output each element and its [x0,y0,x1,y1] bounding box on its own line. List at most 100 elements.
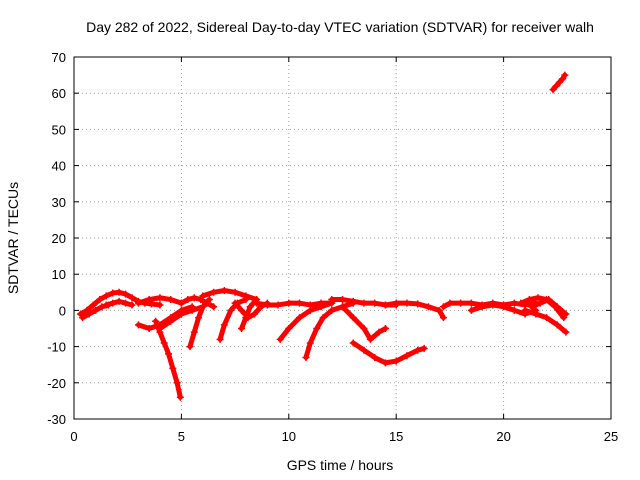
data-point [559,75,567,83]
data-point [134,299,142,307]
data-point [528,303,536,311]
data-point [561,71,569,79]
data-point [220,321,228,329]
data-point [253,299,261,307]
data-point [381,359,389,367]
y-tick-label: 40 [52,159,66,174]
data-point [420,344,428,352]
series-arc-3 [102,297,136,309]
data-point [263,301,271,309]
series-arc-14 [253,299,336,309]
data-point [552,82,560,90]
data-point [169,364,177,372]
data-point [285,299,293,307]
series-arc-24 [521,306,570,336]
data-point [145,296,153,304]
data-point [339,303,346,311]
data-point [313,325,321,332]
data-point [521,306,529,314]
data-point [115,297,123,305]
series-arc-18 [339,303,389,343]
series-line [217,297,249,342]
data-point [285,325,293,332]
data-point [165,350,173,358]
data-point [543,314,551,322]
data-point [238,306,246,314]
series-arc-25 [528,296,570,318]
series-arc-5 [152,317,184,401]
data-point [328,306,336,314]
chart-title: Day 282 of 2022, Sidereal Day-to-day VTE… [86,19,594,35]
data-point [231,299,239,307]
data-point [439,303,447,311]
data-point [517,299,525,307]
series-line [350,340,427,366]
data-point [134,321,142,329]
data-point [186,343,194,351]
data-point [242,296,250,304]
x-tick-label: 15 [389,429,403,444]
data-point [532,310,540,318]
data-point [360,346,368,354]
data-point [184,296,192,304]
data-point [439,314,447,322]
data-point [525,296,533,304]
data-point [167,317,175,325]
data-point [176,393,184,401]
data-point [553,303,561,311]
series-arc-22 [467,301,540,318]
data-point [205,296,213,304]
data-point [381,301,389,309]
data-point [446,299,454,307]
data-point [197,296,205,304]
data-point [152,317,160,325]
y-tick-label: 30 [52,195,66,210]
x-tick-label: 10 [282,429,296,444]
axis-ticks: 0 5 10 15 20 25 -30 -20 -10 0 10 20 30 40 50 60 70 [47,50,618,444]
data-point [115,288,123,296]
series-line [277,300,335,342]
data-point [102,301,110,309]
data-point [167,296,175,304]
data-point [199,303,207,311]
data-point [489,301,497,309]
data-point [109,299,117,307]
data-point [500,303,508,311]
data-point [510,299,518,307]
data-point [510,306,518,314]
data-point [549,86,557,94]
data-point [231,288,239,296]
data-point [306,306,314,314]
data-point [467,306,475,314]
y-tick-label: 20 [52,231,66,246]
x-tick-label: 20 [496,429,510,444]
data-point [534,294,542,302]
data-point [210,303,218,311]
grid-lines [74,57,611,419]
data-point [545,296,553,304]
data-point [317,303,325,311]
data-point [360,325,368,332]
data-point [306,339,314,347]
data-point [360,299,368,307]
data-point [109,289,117,297]
data-point [216,335,224,343]
y-tick-label: -30 [47,412,66,427]
data-point [375,328,383,336]
data-point [555,78,563,86]
data-point [457,299,465,307]
y-tick-label: 0 [59,303,66,318]
series-arc-19 [349,339,428,367]
data-point [156,294,164,302]
series-arc-26 [549,71,569,94]
data-point [195,314,203,322]
data-point [199,292,207,300]
data-point [371,299,379,307]
data-point [414,346,422,354]
data-point [553,321,561,329]
x-tick-label: 0 [70,429,77,444]
data-point [220,286,228,294]
data-point [242,314,250,322]
data-point [190,328,198,336]
